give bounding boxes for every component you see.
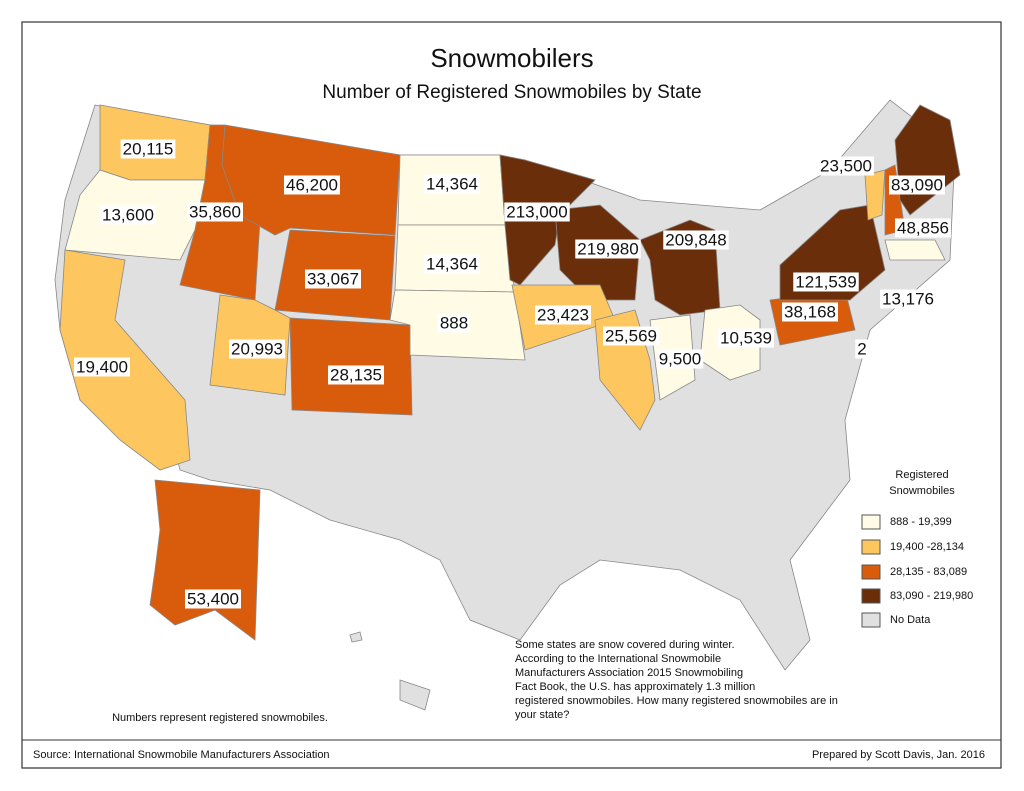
label-box	[229, 339, 285, 359]
state-label: 23,423	[537, 305, 589, 324]
legend-swatch	[861, 564, 881, 580]
label-box	[74, 357, 130, 377]
note-line: Fact Book, the U.S. has approximately 1.…	[515, 681, 755, 693]
label-box	[437, 313, 471, 333]
state-label: 28,135	[330, 365, 382, 384]
label-box	[603, 326, 659, 346]
state	[349, 631, 363, 643]
note: Some states are snow covered during wint…	[515, 639, 838, 721]
credit: Prepared by Scott Davis, Jan. 2016	[812, 749, 985, 761]
state-label: 48,856	[897, 218, 949, 237]
label-box	[895, 218, 951, 238]
legend-swatch	[861, 612, 881, 628]
label-box	[782, 302, 838, 322]
label-box	[120, 139, 176, 159]
state-label: 35,860	[189, 202, 241, 221]
label-box	[305, 269, 361, 289]
label-box	[575, 239, 641, 259]
state	[399, 679, 431, 711]
state-label: 83,090	[891, 175, 943, 194]
states	[54, 99, 961, 711]
legend-label: 888 - 19,399	[890, 516, 952, 528]
label-box	[187, 202, 243, 222]
note-line: your state?	[515, 709, 569, 721]
state-label: 13,600	[102, 205, 154, 224]
state	[884, 239, 946, 261]
label-box	[793, 272, 859, 292]
label-box	[818, 156, 874, 176]
legend: Registered Snowmobiles 888 - 19,399 19,4…	[861, 469, 973, 628]
label-box	[424, 254, 480, 274]
subtitle: Number of Registered Snowmobiles by Stat…	[322, 82, 701, 103]
label-box	[284, 175, 340, 195]
numbers-note: Numbers represent registered snowmobiles…	[112, 712, 328, 724]
state-label: 209,848	[665, 230, 726, 249]
label-box	[656, 349, 704, 369]
state-labels: 20,115 13,600 35,860 46,200 14,364 14,364 33,0…	[74, 139, 951, 609]
state-label: 13,176	[882, 289, 934, 308]
legend-label: 28,135 - 83,089	[890, 566, 967, 578]
state-label: 9,500	[659, 349, 702, 368]
note-line: registered snowmobiles. How many registe…	[515, 695, 838, 707]
note-line: According to the International Snowmobil…	[515, 653, 721, 665]
legend-label: 19,400 -28,134	[890, 541, 964, 553]
state-label: 38,168	[784, 302, 836, 321]
state-label: 53,400	[187, 589, 239, 608]
state-label: 23,500	[820, 156, 872, 175]
legend-title: Snowmobiles	[889, 485, 955, 497]
label-box	[185, 589, 241, 609]
label-box	[889, 175, 945, 195]
legend-swatch	[861, 588, 881, 604]
state-label: 33,067	[307, 269, 359, 288]
label-box	[535, 305, 591, 325]
legend-label: No Data	[890, 614, 931, 626]
state-label: 25,569	[605, 326, 657, 345]
state-label: 19,400	[76, 357, 128, 376]
label-box	[855, 339, 869, 359]
source: Source: International Snowmobile Manufac…	[33, 749, 330, 761]
label-box	[504, 202, 570, 222]
label-box	[718, 328, 774, 348]
label-box	[328, 365, 384, 385]
state-label: 20,993	[231, 339, 283, 358]
label-box	[663, 230, 729, 250]
state-label: 20,115	[123, 139, 174, 158]
label-box	[424, 174, 480, 194]
state	[864, 169, 886, 221]
legend-label: 83,090 - 219,980	[890, 590, 973, 602]
label-box	[880, 289, 936, 309]
state-label: 14,364	[426, 174, 478, 193]
state-label: 46,200	[286, 175, 338, 194]
state-label: 10,539	[720, 328, 772, 347]
legend-title: Registered	[895, 469, 948, 481]
note-line: Some states are snow covered during wint…	[515, 639, 735, 651]
state-label: 219,980	[577, 239, 638, 258]
state-label: 2	[857, 339, 866, 358]
label-box	[100, 205, 156, 225]
note-line: Manufacturers Association 2015 Snowmobil…	[515, 667, 743, 679]
title: Snowmobilers	[430, 43, 593, 73]
state-label: 888	[440, 313, 468, 332]
state-label: 213,000	[506, 202, 567, 221]
legend-swatch	[861, 539, 881, 555]
state-label: 14,364	[426, 254, 478, 273]
state-label: 121,539	[795, 272, 856, 291]
legend-swatch	[861, 514, 881, 530]
